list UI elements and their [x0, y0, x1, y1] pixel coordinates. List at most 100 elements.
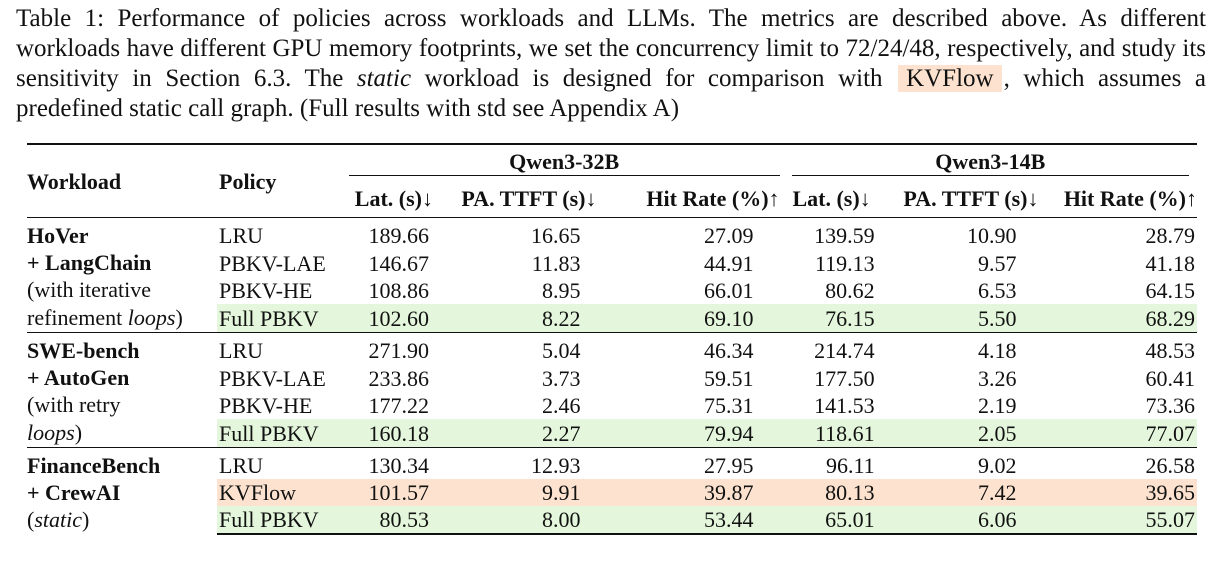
workload-name-line: SWE-bench: [27, 338, 140, 363]
value-cell: 3.26: [978, 365, 1017, 391]
policy-cell: Full PBKV: [217, 304, 345, 333]
caption-text-1: Table 1: Performance of policies across …: [16, 5, 1206, 92]
value-cell: 39.65: [1046, 479, 1197, 506]
policy-cell: LRU: [219, 223, 263, 249]
workload-note: (static): [27, 507, 90, 532]
value-cell: 9.02: [978, 453, 1017, 478]
value-cell: 139.59: [814, 223, 875, 249]
value-cell: 177.50: [814, 365, 875, 391]
value-cell: 101.57: [344, 479, 439, 506]
value-cell: 44.91: [704, 250, 754, 276]
value-cell: 141.53: [814, 393, 875, 419]
value-cell: 27.95: [704, 453, 754, 478]
value-cell: 6.53: [978, 278, 1017, 304]
value-cell: 80.13: [787, 479, 877, 506]
workload-name-line: + AutoGen: [27, 365, 130, 390]
value-cell: 96.11: [825, 453, 875, 478]
value-cell: 160.18: [344, 419, 439, 448]
table-row: FinanceBench + CrewAI (static) LRU 130.3…: [27, 447, 1197, 532]
value-cell: 76.15: [787, 304, 877, 333]
table-row-highlight-orange: KVFlow 101.57 9.91 39.87 80.13 7.42 39.6…: [27, 479, 1197, 506]
workload-hover-langchain: HoVer + LangChain (with iterative refine…: [27, 218, 217, 333]
header-hit-32b: Hit Rate (%)↑: [646, 185, 780, 211]
model-1-label: Qwen3-32B: [348, 148, 780, 176]
workload-name-line: HoVer: [27, 223, 89, 248]
header-model-1: Qwen3-32B: [345, 144, 788, 179]
value-cell: 189.66: [368, 223, 429, 249]
table-row-highlight-green: Full PBKV 80.53 8.00 53.44 65.01 6.06 55…: [27, 506, 1197, 535]
value-cell: 3.73: [541, 365, 581, 391]
header-model-2: Qwen3-14B: [788, 144, 1197, 179]
value-cell: 118.61: [787, 419, 877, 448]
policy-cell: LRU: [219, 453, 263, 478]
value-cell: 5.50: [876, 304, 1047, 333]
value-cell: 28.79: [1145, 223, 1196, 249]
value-cell: 46.34: [704, 338, 754, 364]
policy-cell: PBKV-HE: [219, 278, 313, 304]
value-cell: 53.44: [604, 506, 788, 535]
table-row: PBKV-HE 108.86 8.95 66.01 80.62 6.53 64.…: [27, 277, 1197, 304]
workload-note: (with retry loops): [27, 392, 121, 445]
caption-kvflow-highlight: KVFlow: [898, 65, 1002, 92]
value-cell: 59.51: [704, 365, 754, 391]
caption-text-3: , which assumes a predefined static call…: [16, 65, 1206, 122]
value-cell: 69.10: [604, 304, 788, 333]
value-cell: 7.42: [876, 479, 1047, 506]
caption-italic-static: static: [356, 65, 412, 92]
value-cell: 4.18: [978, 338, 1017, 364]
workload-note: (with iterative refinement loops): [27, 277, 183, 330]
value-cell: 12.93: [530, 453, 581, 478]
value-cell: 119.13: [814, 250, 875, 276]
value-cell: 8.95: [541, 278, 581, 304]
value-cell: 27.09: [704, 223, 754, 249]
policy-cell: Full PBKV: [217, 506, 345, 535]
workload-name-line: + CrewAI: [27, 480, 121, 505]
table-row: SWE-bench + AutoGen (with retry loops) L…: [27, 332, 1197, 445]
table-row-highlight-green: Full PBKV 160.18 2.27 79.94 118.61 2.05 …: [27, 419, 1197, 448]
workload-financebench-crewai: FinanceBench + CrewAI (static): [27, 448, 217, 535]
policy-cell: Full PBKV: [217, 419, 345, 448]
value-cell: 26.58: [1145, 453, 1196, 478]
policy-cell: PBKV-HE: [219, 393, 313, 419]
table-row-highlight-green: Full PBKV 102.60 8.22 69.10 76.15 5.50 6…: [27, 304, 1197, 333]
value-cell: 2.19: [978, 393, 1017, 419]
table-row: PBKV-LAE 233.86 3.73 59.51 177.50 3.26 6…: [27, 365, 1197, 392]
value-cell: 9.91: [438, 479, 605, 506]
header-hit-14b: Hit Rate (%)↑: [1063, 185, 1197, 211]
caption-text-2: workload is designed for comparison with: [411, 65, 897, 92]
value-cell: 2.05: [876, 419, 1047, 448]
value-cell: 80.62: [825, 278, 875, 304]
value-cell: 271.90: [368, 338, 429, 364]
header-row-models: Workload Policy Qwen3-32B Qwen3-14B: [27, 144, 1197, 194]
value-cell: 11.83: [531, 250, 581, 276]
value-cell: 60.41: [1145, 365, 1196, 391]
table-row: PBKV-HE 177.22 2.46 75.31 141.53 2.19 73…: [27, 392, 1197, 419]
value-cell: 9.57: [978, 250, 1017, 276]
value-cell: 48.53: [1145, 338, 1196, 364]
policy-cell: LRU: [219, 338, 263, 364]
value-cell: 2.27: [438, 419, 605, 448]
value-cell: 65.01: [787, 506, 877, 535]
policy-cell: PBKV-LAE: [219, 250, 326, 276]
value-cell: 102.60: [344, 304, 439, 333]
table-caption: Table 1: Performance of policies across …: [16, 4, 1206, 124]
value-cell: 16.65: [530, 223, 581, 249]
model-2-label: Qwen3-14B: [791, 148, 1189, 176]
value-cell: 68.29: [1046, 304, 1197, 333]
workload-swebench-autogen: SWE-bench + AutoGen (with retry loops): [27, 333, 217, 448]
value-cell: 5.04: [541, 338, 581, 364]
value-cell: 108.86: [368, 278, 429, 304]
policy-cell: PBKV-LAE: [219, 365, 326, 391]
value-cell: 80.53: [344, 506, 439, 535]
policy-cell: KVFlow: [217, 479, 345, 506]
value-cell: 8.22: [438, 304, 605, 333]
workload-name-line: FinanceBench: [27, 453, 161, 478]
value-cell: 77.07: [1046, 419, 1197, 448]
table-row: HoVer + LangChain (with iterative refine…: [27, 217, 1197, 330]
value-cell: 8.00: [438, 506, 605, 535]
value-cell: 75.31: [704, 393, 754, 419]
value-cell: 64.15: [1145, 278, 1196, 304]
value-cell: 73.36: [1145, 393, 1196, 419]
header-workload: Workload: [27, 168, 122, 194]
header-ttft-32b: PA. TTFT (s)↓: [461, 185, 597, 211]
